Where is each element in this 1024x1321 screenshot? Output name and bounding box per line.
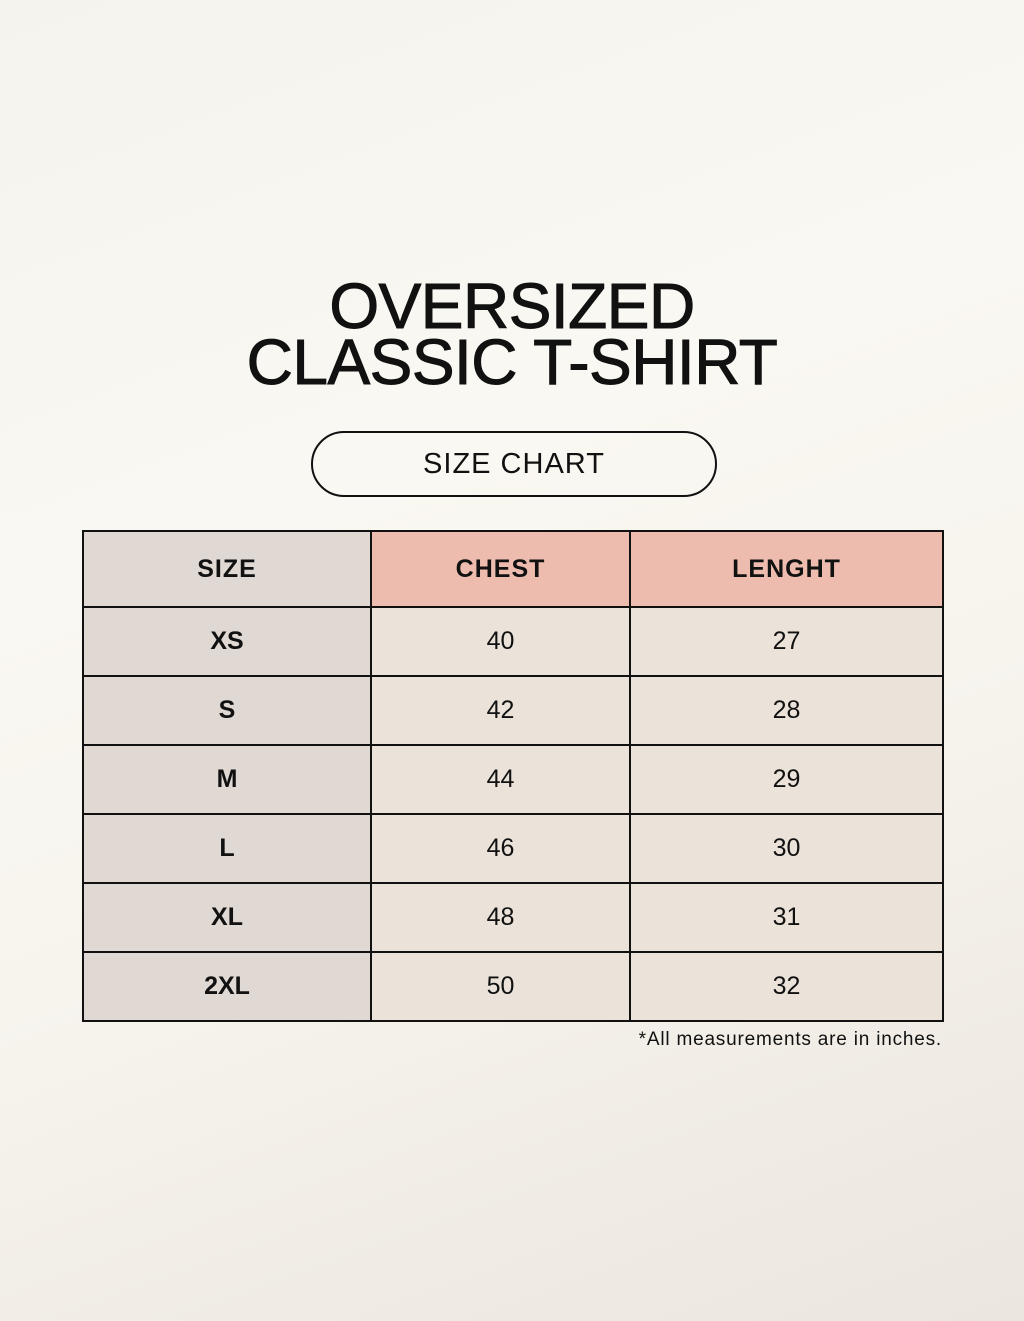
cell-length: 30 <box>629 813 944 884</box>
table-row: 2XL 50 32 <box>82 951 944 1022</box>
cell-length: 27 <box>629 606 944 677</box>
page-title: OVERSIZED CLASSIC T-SHIRT <box>0 270 1024 398</box>
header-length: LENGHT <box>629 530 944 608</box>
cell-length: 32 <box>629 951 944 1022</box>
cell-chest: 40 <box>369 606 632 677</box>
table-row: S 42 28 <box>82 675 944 746</box>
cell-chest: 48 <box>369 882 632 953</box>
cell-size: XS <box>82 606 372 677</box>
cell-length: 29 <box>629 744 944 815</box>
cell-chest: 44 <box>369 744 632 815</box>
size-table: SIZE CHEST LENGHT XS 40 27 S 42 28 M 44 29 L 46 30 X… <box>82 530 944 1022</box>
cell-chest: 50 <box>369 951 632 1022</box>
cell-size: S <box>82 675 372 746</box>
header-chest: CHEST <box>369 530 632 608</box>
cell-size: XL <box>82 882 372 953</box>
cell-size: M <box>82 744 372 815</box>
table-row: XS 40 27 <box>82 606 944 677</box>
cell-length: 31 <box>629 882 944 953</box>
title-line-2: CLASSIC T-SHIRT <box>246 326 778 398</box>
measurement-note: *All measurements are in inches. <box>638 1029 942 1050</box>
cell-length: 28 <box>629 675 944 746</box>
cell-chest: 46 <box>369 813 632 884</box>
size-chart-badge: SIZE CHART <box>311 431 717 497</box>
table-row: XL 48 31 <box>82 882 944 953</box>
table-row: L 46 30 <box>82 813 944 884</box>
table-row: M 44 29 <box>82 744 944 815</box>
header-size: SIZE <box>82 530 372 608</box>
cell-size: L <box>82 813 372 884</box>
table-header-row: SIZE CHEST LENGHT <box>82 530 944 608</box>
cell-size: 2XL <box>82 951 372 1022</box>
cell-chest: 42 <box>369 675 632 746</box>
title-line-1: OVERSIZED <box>329 270 696 342</box>
